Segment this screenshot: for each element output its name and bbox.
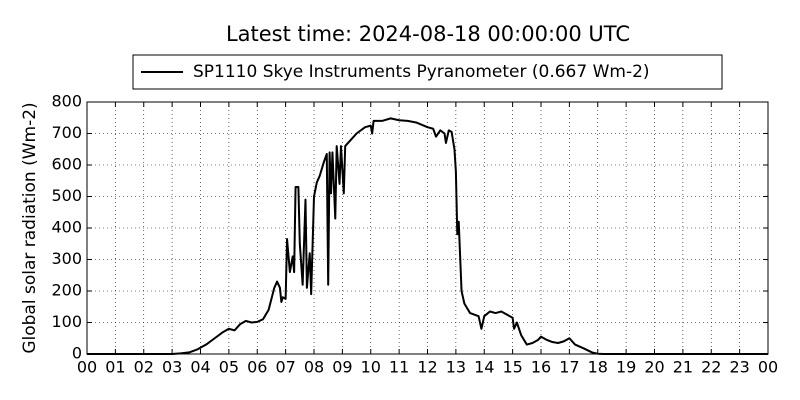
x-tick-label: 17 <box>559 358 579 377</box>
x-tick-label: 13 <box>446 358 466 377</box>
x-tick-label: 00 <box>77 358 97 377</box>
x-tick-label: 04 <box>190 358 210 377</box>
y-tick-label: 600 <box>51 155 82 174</box>
x-tick-label: 23 <box>729 358 749 377</box>
x-tick-label: 10 <box>361 358 381 377</box>
x-tick-label: 06 <box>247 358 267 377</box>
x-tick-label: 22 <box>701 358 721 377</box>
legend-box <box>132 54 723 90</box>
data-line <box>87 117 768 355</box>
x-tick-label: 11 <box>389 358 409 377</box>
x-tick-label: 05 <box>219 358 239 377</box>
x-tick-label: 03 <box>162 358 182 377</box>
x-tick-label: 09 <box>332 358 352 377</box>
x-tick-label: 18 <box>588 358 608 377</box>
y-tick-label: 500 <box>51 186 82 205</box>
x-tick-label: 16 <box>531 358 551 377</box>
y-tick-label: 800 <box>51 92 82 111</box>
y-tick-label: 0 <box>72 344 82 363</box>
x-tick-label: 19 <box>616 358 636 377</box>
x-tick-label: 01 <box>105 358 125 377</box>
y-tick-label: 300 <box>51 249 82 268</box>
y-tick-label: 100 <box>51 312 82 331</box>
x-tick-label: 08 <box>304 358 324 377</box>
legend-label: SP1110 Skye Instruments Pyranometer (0.6… <box>193 62 650 82</box>
x-tick-label: 02 <box>134 358 154 377</box>
x-tick-label: 14 <box>474 358 494 377</box>
x-tick-label: 00 <box>758 358 778 377</box>
chart-title: Latest time: 2024-08-18 00:00:00 UTC <box>226 22 630 46</box>
y-tick-label: 700 <box>51 123 82 142</box>
x-tick-label: 21 <box>673 358 693 377</box>
x-tick-label: 12 <box>417 358 437 377</box>
plot-frame <box>86 101 769 355</box>
x-tick-label: 15 <box>502 358 522 377</box>
x-tick-label: 07 <box>275 358 295 377</box>
y-tick-label: 400 <box>51 218 82 237</box>
y-tick-label: 200 <box>51 281 82 300</box>
y-axis-label: Global solar radiation (Wm-2) <box>20 102 40 353</box>
x-tick-label: 20 <box>644 358 664 377</box>
